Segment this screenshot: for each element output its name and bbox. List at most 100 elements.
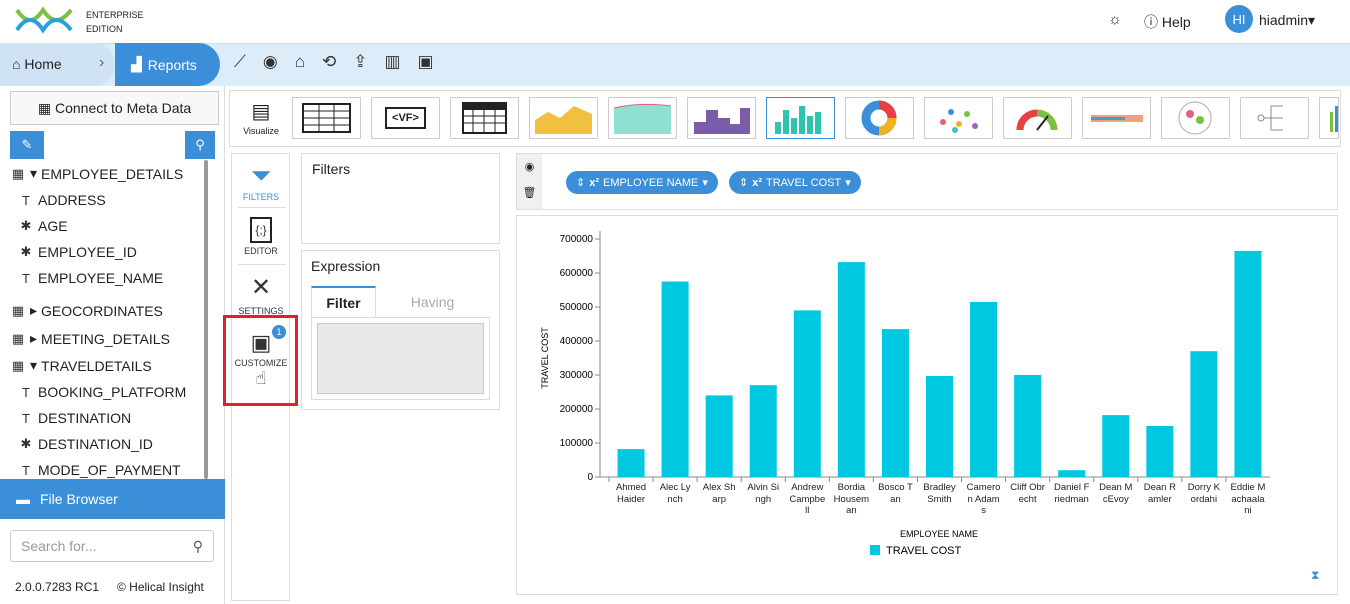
x-tick-label: Alec Lynch [659, 482, 691, 505]
fields-bar [516, 153, 1338, 210]
bar [1234, 250, 1262, 477]
x-tick-label: Daniel Friedman [1054, 482, 1090, 505]
tree-field[interactable]: ✱ EMPLOYEE_ID [20, 244, 137, 260]
home-link[interactable]: ⌂ Home [12, 56, 62, 72]
x-tick-label: Alex Sharp [702, 482, 736, 505]
edit-button[interactable]: ✎ [10, 131, 44, 159]
user-menu[interactable]: hiadmin▾ [1259, 12, 1316, 28]
bar [661, 281, 689, 477]
x-tick-label: Bradley Smith [923, 482, 956, 505]
having-tab[interactable]: Having [410, 294, 455, 310]
viz-crosstab[interactable] [450, 97, 519, 139]
chart-panel [516, 215, 1338, 595]
tree-table[interactable]: ▦ ▾ EMPLOYEE_DETAILS [11, 165, 184, 182]
y-tick-label: 100000 [560, 438, 594, 449]
x-tick-label: Ahmed Haider [615, 482, 647, 505]
x-tick-label: Alvin Singh [747, 482, 780, 505]
home-label: Home [24, 56, 62, 72]
tree-label: MEETING_DETAILS [41, 330, 170, 347]
tree-field[interactable]: T BOOKING_PLATFORM [22, 384, 187, 400]
field-tools[interactable]: ◉ 🗑 [517, 154, 542, 209]
tree-field[interactable]: ✱ AGE [20, 218, 68, 234]
bar [1058, 470, 1086, 477]
viz-bar[interactable] [766, 97, 835, 139]
viz-gauge[interactable] [1003, 97, 1072, 139]
toolbar-icons[interactable]: ⟋◉⌂⟲⇪▥▣ [234, 52, 451, 71]
scrollbar[interactable] [204, 160, 208, 479]
tree-label: EMPLOYEE_ID [38, 244, 137, 260]
tree-table[interactable]: ▦ ▸ GEOCORDINATES [11, 302, 163, 319]
bar [1190, 351, 1218, 477]
tab-editor[interactable]: {;} EDITOR [232, 214, 290, 256]
viz-vf[interactable]: <VF> [371, 97, 440, 139]
tab-filters[interactable]: ⏷ FILTERS [242, 160, 280, 202]
tree-field[interactable]: T ADDRESS [22, 192, 106, 208]
bar [617, 449, 645, 477]
viz-scatter[interactable] [924, 97, 993, 139]
file-browser[interactable]: ▬ File Browser [0, 479, 225, 519]
expression-title: Expression [311, 258, 381, 274]
tree-label: BOOKING_PLATFORM [38, 384, 187, 400]
x-tick-label: Cliff Obrecht [1010, 482, 1045, 505]
visualize-button[interactable]: ▤ Visualize [243, 101, 279, 136]
badge: 1 [272, 325, 286, 339]
search-input[interactable]: Search for... ⚲ [10, 530, 214, 562]
help[interactable]: ⓘ Help [1144, 14, 1191, 30]
tab-rail [231, 153, 290, 601]
x-tick-label-box: Cameron Adams [966, 482, 1001, 516]
viz-bullet[interactable] [1082, 97, 1151, 139]
x-tick-label-box: Bradley Smith [923, 482, 956, 505]
viz-more[interactable] [1319, 97, 1339, 139]
viz-table[interactable] [292, 97, 361, 139]
viz-donut[interactable] [845, 97, 914, 139]
x-tick-label-box: Dean Ramler [1144, 482, 1176, 505]
bar [970, 301, 998, 477]
viz-tree[interactable] [1240, 97, 1309, 139]
bar [793, 310, 821, 477]
y-tick-label: 600000 [560, 268, 594, 279]
tab-customize[interactable]: ▣ CUSTOMIZE ☝ [234, 330, 288, 388]
viz-step[interactable] [687, 97, 756, 139]
bulb-icon[interactable]: ☼ [1108, 11, 1122, 28]
help-label: Help [1161, 14, 1191, 30]
y-tick-label: 0 [587, 472, 593, 483]
tree-table[interactable]: ▦ ▾ TRAVELDETAILS [11, 357, 152, 374]
bar [1014, 375, 1042, 477]
y-axis-label: TRAVEL COST [540, 327, 550, 389]
avatar[interactable]: HI [1225, 5, 1253, 33]
x-tick-label-box: Bordia Houseman [834, 482, 869, 516]
filter-tab[interactable]: Filter [311, 286, 376, 318]
tree-field[interactable]: T DESTINATION [22, 410, 132, 426]
field-pill[interactable]: ⇕ x² EMPLOYEE NAME ▾ [566, 171, 718, 194]
x-tick-label-box: Alvin Singh [747, 482, 780, 505]
viz-pack[interactable] [1161, 97, 1230, 139]
tree-label: TRAVELDETAILS [41, 357, 152, 374]
tab-settings[interactable]: ✕ SETTINGS [238, 274, 284, 316]
bar [1146, 426, 1174, 477]
tree-table[interactable]: ▦ ▸ MEETING_DETAILS [11, 330, 170, 347]
x-tick-label-box: Bosco Tan [878, 482, 913, 505]
tree-field[interactable]: T MODE_OF_PAYMENT [22, 462, 181, 478]
x-tick-label: Cameron Adams [966, 482, 1001, 516]
home-crumb[interactable] [0, 43, 115, 86]
viz-area[interactable] [529, 97, 598, 139]
viz-stacked-area[interactable] [608, 97, 677, 139]
connect-button[interactable]: ▦ Connect to Meta Data [10, 91, 219, 125]
y-tick-label: 200000 [560, 404, 594, 415]
highlight-box [223, 315, 298, 406]
x-axis-label: EMPLOYEE NAME [900, 529, 978, 539]
tab-label: CUSTOMIZE [234, 358, 288, 368]
expression-input[interactable] [317, 323, 484, 394]
legend-swatch [870, 545, 880, 555]
reports-crumb[interactable]: ▟ Reports [115, 43, 220, 86]
tree-field[interactable]: ✱ DESTINATION_ID [20, 436, 153, 452]
version: 2.0.0.7283 RC1 [15, 580, 100, 594]
tree-field[interactable]: T EMPLOYEE_NAME [22, 270, 164, 286]
search-button[interactable]: ⚲ [185, 131, 215, 159]
filters-title: Filters [312, 161, 351, 177]
tab-label: EDITOR [244, 246, 278, 256]
nav-bar [0, 43, 1350, 86]
field-pill[interactable]: ⇕ x² TRAVEL COST ▾ [729, 171, 861, 194]
x-tick-label-box: Dean McEvoy [1099, 482, 1132, 505]
